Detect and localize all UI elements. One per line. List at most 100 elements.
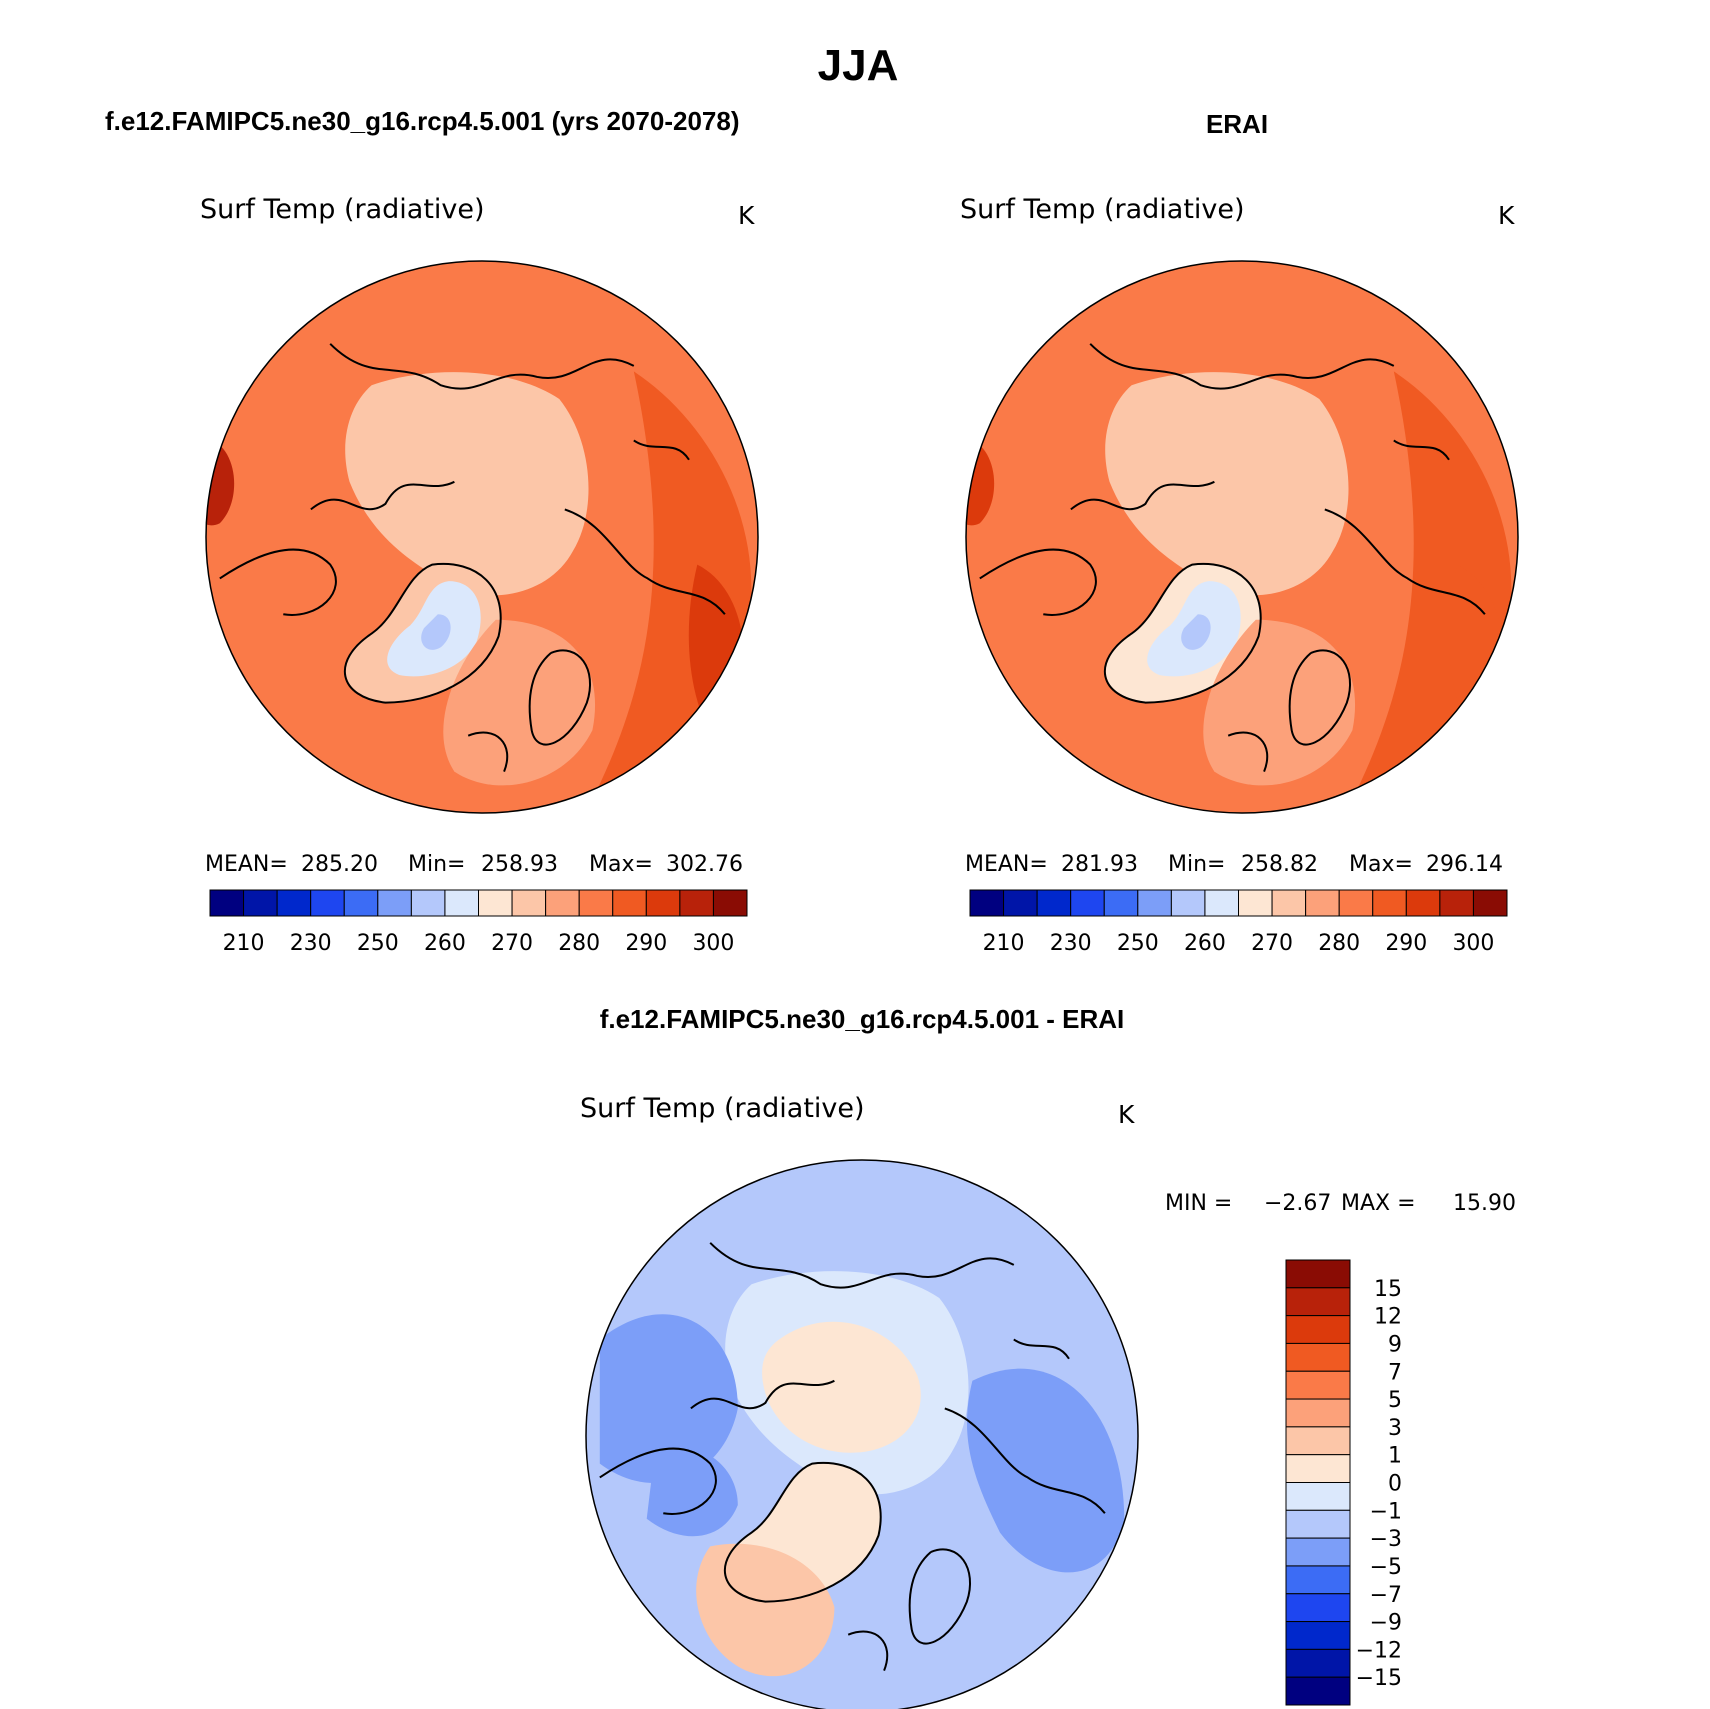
colorbar-diff: 15 129 7 5 3 1 0−1 −3 −5 −7 −9−12 −15	[1285, 1259, 1402, 1706]
coastline-7	[1393, 439, 1450, 461]
colorbar-tick-label: 15	[1374, 1277, 1402, 1302]
colorbar-tick-label: 250	[1117, 931, 1159, 956]
stats-obs: MEAN= 281.93 Min= 258.82 Max= 296.14	[965, 852, 1503, 877]
panel-model: f.e12.FAMIPC5.ne30_g16.rcp4.5.001 (yrs 2…	[105, 106, 759, 956]
colorbar-swatch	[1285, 1315, 1351, 1344]
colorbar-swatch	[478, 889, 513, 917]
colorbar-swatch	[209, 889, 245, 917]
colorbar-swatch	[1137, 889, 1172, 917]
colorbar-tick-label: −5	[1370, 1555, 1402, 1580]
colorbar-swatch	[1285, 1287, 1351, 1317]
min-label-diff: MIN =	[1165, 1191, 1232, 1216]
colorbar-swatch	[578, 889, 614, 917]
colorbar-swatch	[511, 889, 547, 917]
colorbar-swatch	[1285, 1593, 1351, 1623]
map-diff	[585, 1159, 1139, 1709]
colorbar-swatch	[1285, 1426, 1351, 1456]
colorbar-swatch	[1070, 889, 1105, 917]
colorbar-swatch	[1170, 889, 1206, 917]
colorbar-tick-label: 260	[1184, 931, 1226, 956]
colorbar-tick-label: 12	[1374, 1305, 1402, 1330]
map-obs	[965, 260, 1519, 814]
colorbar-swatch	[1204, 889, 1239, 917]
colorbar-tick-label: −15	[1356, 1666, 1402, 1691]
colorbar-swatch	[969, 889, 1005, 917]
coastline-6	[1227, 731, 1269, 772]
colorbar-swatch	[1285, 1398, 1351, 1428]
colorbar-tick-label: −1	[1370, 1499, 1402, 1524]
colorbar-tick-label: 210	[223, 931, 265, 956]
colorbar-tick-label: 3	[1388, 1416, 1402, 1441]
colorbar-tick-label: 290	[1385, 931, 1427, 956]
mean-label-model: MEAN=	[205, 852, 288, 877]
max-label-model: Max=	[589, 852, 653, 877]
colorbar-swatch	[1285, 1509, 1351, 1539]
colorbar-swatch	[1285, 1537, 1351, 1567]
colorbar-tick-label: −12	[1356, 1638, 1402, 1663]
min-label-obs: Min=	[1168, 852, 1225, 877]
colorbar-tick-label: 260	[424, 931, 466, 956]
colorbar-obs: 210 230 250 260 270 280 290 300	[969, 889, 1508, 956]
field-region-north-atlantic	[1203, 619, 1356, 786]
coastline-2	[343, 562, 502, 704]
colorbar-swatch	[343, 889, 379, 917]
colorbar-swatch	[1305, 889, 1340, 917]
coastline-2	[723, 1461, 882, 1603]
colorbar-swatch	[712, 889, 748, 917]
variable-label-obs: Surf Temp (radiative)	[960, 194, 1245, 225]
field-region-greenland-ice-inner	[1181, 614, 1211, 650]
coastline-0	[709, 1242, 1015, 1289]
coastline-2	[1103, 562, 1262, 704]
colorbar-swatch	[1472, 889, 1508, 917]
field-region-arctic-ocean	[345, 372, 589, 596]
coastline-5	[564, 508, 726, 615]
variable-label-model: Surf Temp (radiative)	[200, 194, 485, 225]
stats-model: MEAN= 285.20 Min= 258.93 Max= 302.76	[205, 852, 743, 877]
units-label-diff: K	[1118, 1100, 1135, 1129]
field-region-greenland-ice-inner	[421, 614, 451, 650]
coastline-7	[633, 439, 690, 461]
coastline-7	[1013, 1338, 1070, 1360]
colorbar-tick-label: 7	[1388, 1360, 1402, 1385]
colorbar-tick-label: 230	[1050, 931, 1092, 956]
colorbar-tick-label: −7	[1370, 1583, 1402, 1608]
colorbar-swatch	[1285, 1482, 1351, 1511]
colorbar-swatch	[679, 889, 714, 917]
colorbar-swatch	[1036, 889, 1072, 917]
colorbar-tick-label: 270	[491, 931, 533, 956]
colorbar-swatch	[1405, 889, 1441, 917]
colorbar-tick-label: 1	[1388, 1444, 1402, 1469]
max-label-diff: MAX =	[1341, 1191, 1416, 1216]
colorbar-tick-label: 300	[1452, 931, 1494, 956]
colorbar-swatch	[1439, 889, 1474, 917]
map-border-obs	[965, 260, 1519, 814]
colorbar-tick-label: 300	[692, 931, 734, 956]
map-border-model	[205, 260, 759, 814]
min-value-obs: 258.82	[1241, 852, 1318, 877]
field-region-pacific-warm	[599, 1314, 738, 1484]
colorbar-tick-label: 250	[357, 931, 399, 956]
colorbar-swatch	[1285, 1454, 1351, 1483]
coastline-6	[847, 1630, 889, 1671]
coastline-1	[1070, 480, 1215, 511]
stats-diff: MIN = −2.67 MAX = 15.90	[1165, 1191, 1516, 1216]
colorbar-swatch	[310, 889, 345, 917]
coastline-4	[599, 1447, 717, 1515]
colorbar-swatch	[545, 889, 580, 917]
field-region-arctic-core	[762, 1321, 921, 1453]
coastline-0	[1089, 343, 1395, 390]
coastline-5	[944, 1407, 1106, 1514]
field-region-greenland-negative	[696, 1543, 835, 1677]
map-border-diff	[585, 1159, 1139, 1709]
coastline-4	[219, 548, 337, 616]
map-model	[205, 260, 759, 814]
panel-title-diff: f.e12.FAMIPC5.ne30_g16.rcp4.5.001 - ERAI	[600, 1004, 1125, 1034]
colorbar-tick-label: 210	[983, 931, 1025, 956]
colorbar-swatch	[1003, 889, 1038, 917]
colorbar-swatch	[1285, 1370, 1351, 1400]
min-label-model: Min=	[408, 852, 465, 877]
colorbar-swatch	[1285, 1565, 1351, 1595]
coastline-5	[1324, 508, 1486, 615]
colorbar-swatch	[645, 889, 681, 917]
